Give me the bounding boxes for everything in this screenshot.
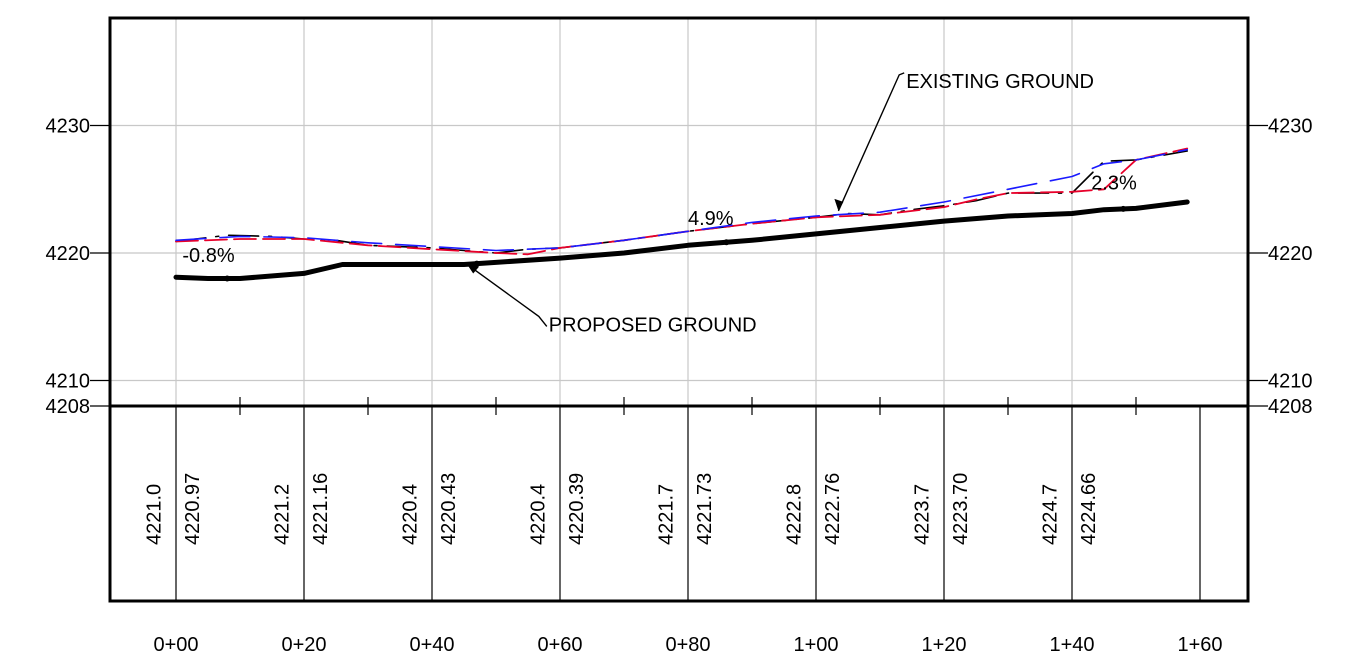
x-tick-label: 0+20 (281, 634, 326, 656)
table-value: 4220.4 (528, 484, 550, 545)
elevation-table: 4221.0 4220.97 4221.2 4221.16 4220.4 4220.43 4… (144, 406, 1201, 601)
table-value: 4220.43 (438, 473, 460, 545)
proposed-ground-line (173, 199, 1190, 281)
existing-ground-arrow (834, 198, 844, 211)
table-value: 4224.66 (1078, 473, 1100, 545)
x-tick-label: 1+40 (1049, 634, 1094, 656)
table-value: 4220.97 (182, 473, 204, 545)
grade-label: 2.3% (1091, 172, 1137, 194)
grid (110, 18, 1248, 406)
x-tick-label: 1+20 (921, 634, 966, 656)
x-axis: 0+00 0+20 0+40 0+60 0+80 1+00 1+20 1+40 1+60 (153, 634, 1222, 656)
x-tick-label: 0+60 (537, 634, 582, 656)
frame-border (108, 16, 1250, 603)
table-value: 4221.2 (272, 484, 294, 545)
y-tick-label-right: 4230 (1268, 116, 1313, 138)
y-tick-label-right: 4210 (1268, 371, 1313, 393)
table-value: 4223.7 (912, 484, 934, 545)
table-value: 4221.73 (694, 473, 716, 545)
table-value: 4222.76 (822, 473, 844, 545)
table-value: 4220.39 (566, 473, 588, 545)
x-tick-label: 1+60 (1177, 634, 1222, 656)
x-tick-label: 0+80 (665, 634, 710, 656)
profile-line-2 (175, 147, 1189, 256)
frame (108, 16, 1250, 603)
pvi-marker (1120, 205, 1127, 212)
grade-label: 4.9% (688, 208, 734, 230)
pvi-marker (224, 275, 231, 282)
proposed-ground-arrow (467, 264, 480, 274)
annotations: EXISTING GROUND PROPOSED GROUND -0.8% 4.9% 2… (182, 71, 1137, 337)
y-axis: 4230 4230 4220 4220 4210 4210 4208 4208 (46, 116, 1313, 419)
x-tick-label: 0+40 (409, 634, 454, 656)
proposed-ground-leader (466, 263, 548, 327)
grade-label: -0.8% (182, 245, 234, 267)
x-tick-label: 0+00 (153, 634, 198, 656)
table-value: 4221.7 (656, 484, 678, 545)
table-value: 4222.8 (784, 484, 806, 545)
table-value: 4220.4 (400, 484, 422, 545)
existing-ground-line (175, 150, 1188, 254)
table-value: 4224.7 (1040, 484, 1062, 545)
pvi-marker (473, 260, 480, 267)
profile-line-3 (175, 148, 1188, 252)
existing-ground-label: EXISTING GROUND (906, 71, 1094, 93)
x-tick-label: 1+00 (793, 634, 838, 656)
existing-ground-leader (837, 72, 905, 212)
y-tick-label-left: 4230 (46, 116, 91, 138)
y-tick-label-left: 4208 (46, 396, 91, 418)
proposed-ground-label: PROPOSED GROUND (549, 314, 757, 336)
y-tick-label-right: 4208 (1268, 396, 1313, 418)
y-tick-label-left: 4220 (46, 243, 91, 265)
table-value: 4221.16 (310, 473, 332, 545)
y-tick-label-left: 4210 (46, 371, 91, 393)
table-value: 4221.0 (144, 484, 166, 545)
pvi-marker (723, 239, 730, 246)
table-value: 4223.70 (950, 473, 972, 545)
y-tick-label-right: 4220 (1268, 243, 1313, 265)
series-layer (173, 147, 1190, 282)
